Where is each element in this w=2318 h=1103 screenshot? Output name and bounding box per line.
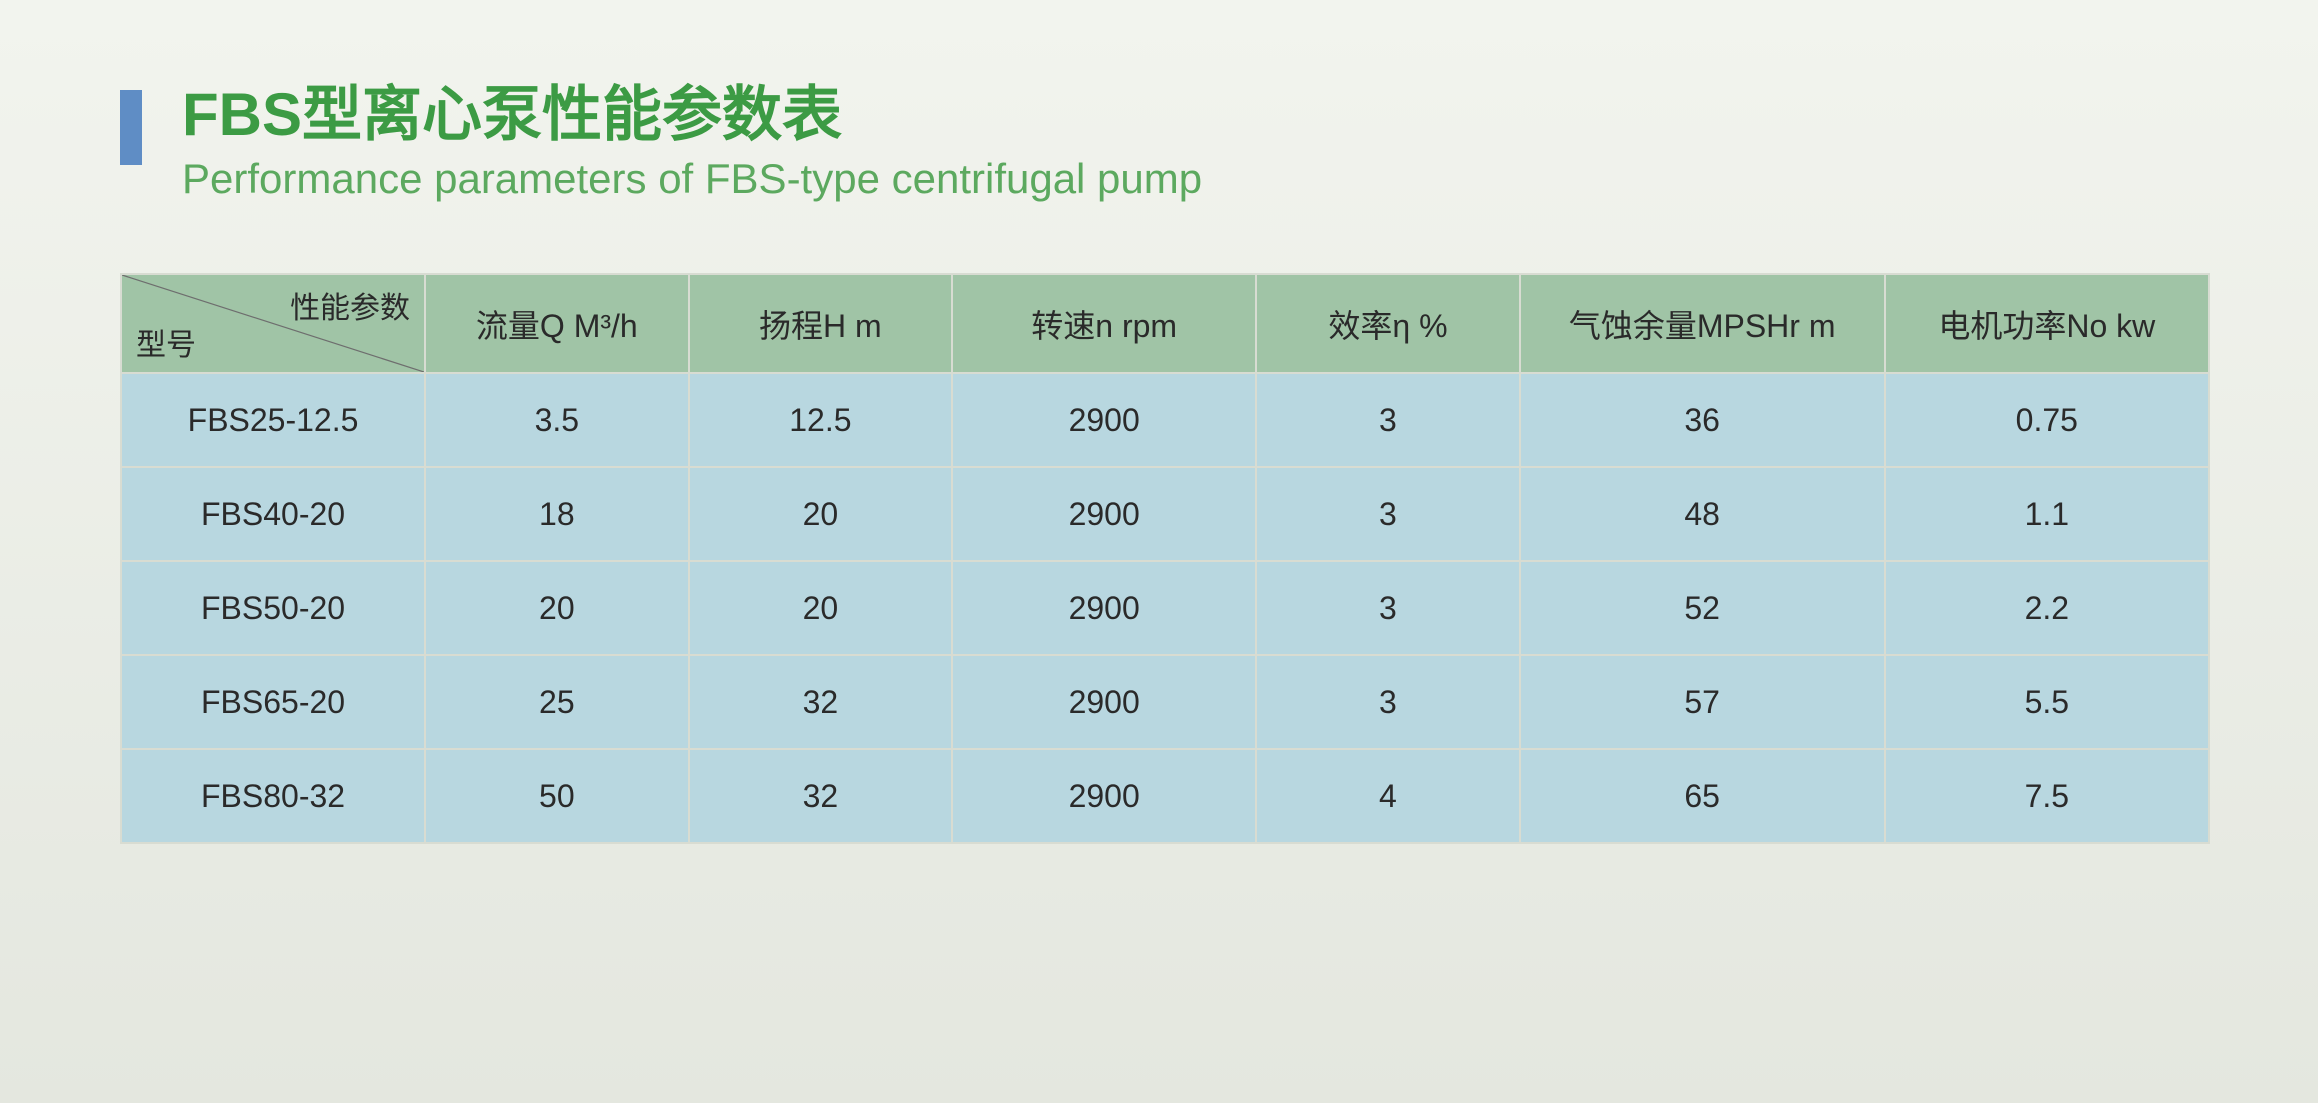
- table-row: FBS65-20 25 32 2900 3 57 5.5: [121, 655, 2209, 749]
- titles: FBS型离心泵性能参数表 Performance parameters of F…: [182, 80, 1202, 203]
- cell-npshr: 57: [1520, 655, 1885, 749]
- cell-model: FBS65-20: [121, 655, 425, 749]
- cell-eff: 3: [1256, 655, 1520, 749]
- header-top-label: 性能参数: [290, 283, 410, 327]
- cell-rpm: 2900: [952, 373, 1256, 467]
- title-chinese: FBS型离心泵性能参数表: [182, 80, 1202, 149]
- cell-eff: 3: [1256, 561, 1520, 655]
- cell-power: 2.2: [1885, 561, 2209, 655]
- parameters-table: 性能参数 型号 流量Q M³/h 扬程H m 转速n rpm 效率η % 气蚀余…: [120, 273, 2210, 844]
- cell-flow: 20: [425, 561, 689, 655]
- page: FBS型离心泵性能参数表 Performance parameters of F…: [0, 0, 2318, 1103]
- cell-eff: 3: [1256, 373, 1520, 467]
- diagonal-header-cell: 性能参数 型号: [121, 274, 425, 373]
- accent-bar: [120, 90, 142, 165]
- cell-power: 0.75: [1885, 373, 2209, 467]
- cell-head: 32: [689, 655, 953, 749]
- cell-flow: 3.5: [425, 373, 689, 467]
- table-header-row: 性能参数 型号 流量Q M³/h 扬程H m 转速n rpm 效率η % 气蚀余…: [121, 274, 2209, 373]
- cell-power: 1.1: [1885, 467, 2209, 561]
- cell-head: 32: [689, 749, 953, 843]
- cell-model: FBS40-20: [121, 467, 425, 561]
- cell-power: 5.5: [1885, 655, 2209, 749]
- table-row: FBS25-12.5 3.5 12.5 2900 3 36 0.75: [121, 373, 2209, 467]
- cell-rpm: 2900: [952, 467, 1256, 561]
- title-english: Performance parameters of FBS-type centr…: [182, 155, 1202, 203]
- cell-flow: 25: [425, 655, 689, 749]
- cell-npshr: 48: [1520, 467, 1885, 561]
- col-header-head: 扬程H m: [689, 274, 953, 373]
- cell-model: FBS50-20: [121, 561, 425, 655]
- cell-rpm: 2900: [952, 561, 1256, 655]
- table-row: FBS40-20 18 20 2900 3 48 1.1: [121, 467, 2209, 561]
- cell-rpm: 2900: [952, 749, 1256, 843]
- cell-npshr: 65: [1520, 749, 1885, 843]
- title-block: FBS型离心泵性能参数表 Performance parameters of F…: [120, 80, 2218, 203]
- cell-model: FBS25-12.5: [121, 373, 425, 467]
- cell-head: 20: [689, 467, 953, 561]
- col-header-rpm: 转速n rpm: [952, 274, 1256, 373]
- col-header-flow: 流量Q M³/h: [425, 274, 689, 373]
- table-row: FBS50-20 20 20 2900 3 52 2.2: [121, 561, 2209, 655]
- col-header-power: 电机功率No kw: [1885, 274, 2209, 373]
- col-header-npshr: 气蚀余量MPSHr m: [1520, 274, 1885, 373]
- header-bottom-label: 型号: [136, 320, 196, 364]
- cell-head: 20: [689, 561, 953, 655]
- cell-npshr: 36: [1520, 373, 1885, 467]
- cell-npshr: 52: [1520, 561, 1885, 655]
- col-header-efficiency: 效率η %: [1256, 274, 1520, 373]
- cell-rpm: 2900: [952, 655, 1256, 749]
- cell-eff: 4: [1256, 749, 1520, 843]
- cell-eff: 3: [1256, 467, 1520, 561]
- cell-flow: 18: [425, 467, 689, 561]
- cell-flow: 50: [425, 749, 689, 843]
- cell-head: 12.5: [689, 373, 953, 467]
- table-row: FBS80-32 50 32 2900 4 65 7.5: [121, 749, 2209, 843]
- cell-model: FBS80-32: [121, 749, 425, 843]
- cell-power: 7.5: [1885, 749, 2209, 843]
